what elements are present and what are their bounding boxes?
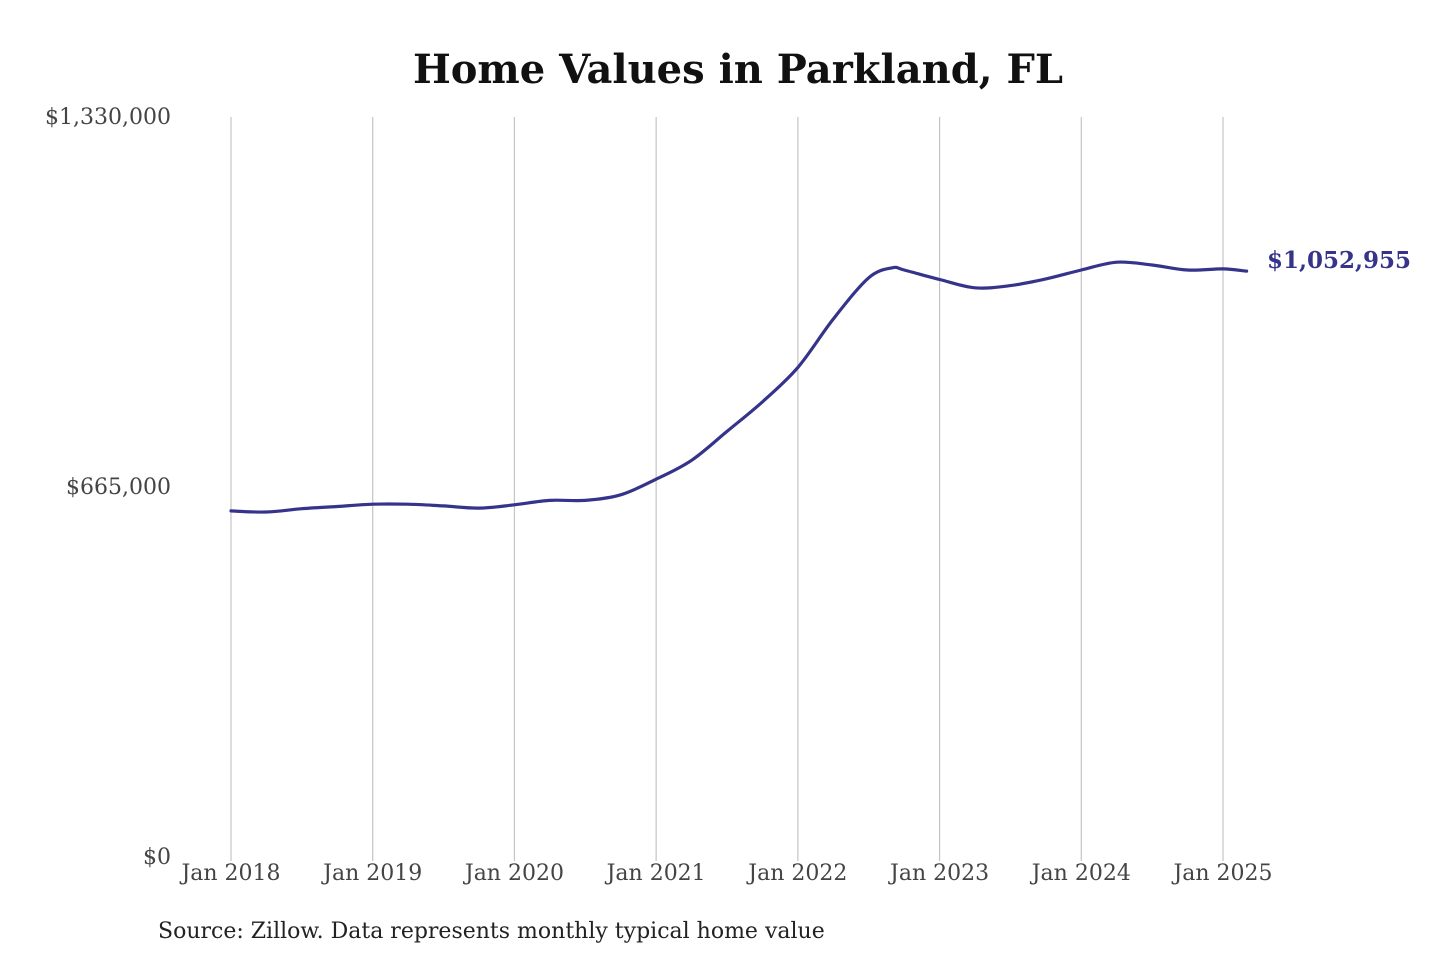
chart-title: Home Values in Parkland, FL: [413, 46, 1063, 93]
x-tick-label: Jan 2024: [1030, 861, 1131, 886]
source-note: Source: Zillow. Data represents monthly …: [158, 919, 825, 944]
x-tick-label: Jan 2020: [463, 861, 564, 886]
x-tick-label: Jan 2025: [1171, 861, 1272, 886]
x-tick-label: Jan 2019: [321, 861, 422, 886]
x-tick-label: Jan 2022: [746, 861, 847, 886]
home-value-line: [229, 260, 1249, 514]
y-tick-label: $0: [143, 845, 171, 870]
x-tick-label: Jan 2023: [888, 861, 989, 886]
y-tick-label: $1,330,000: [45, 105, 171, 130]
x-tick-label: Jan 2021: [605, 861, 706, 886]
y-tick-label: $665,000: [66, 475, 171, 500]
x-tick-label: Jan 2018: [179, 861, 280, 886]
x-axis-tick-labels: Jan 2018 Jan 2019 Jan 2020 Jan 2021 Jan 2022…: [179, 861, 1272, 886]
vertical-gridlines: [230, 117, 1224, 861]
last-value-label: $1,052,955: [1267, 247, 1411, 274]
y-axis-tick-labels: $0 $665,000 $1,330,000: [45, 105, 171, 870]
